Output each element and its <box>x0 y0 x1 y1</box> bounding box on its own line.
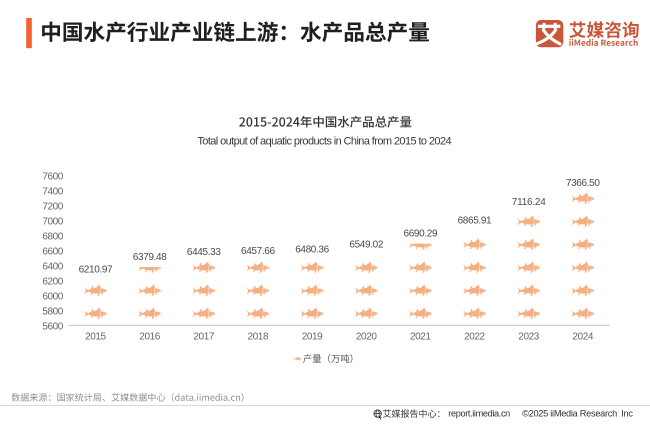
svg-text:6445.33: 6445.33 <box>187 247 221 258</box>
svg-text:2015: 2015 <box>85 332 106 343</box>
svg-text:6480.36: 6480.36 <box>295 245 329 256</box>
svg-text:6800: 6800 <box>42 232 63 243</box>
svg-text:7000: 7000 <box>42 217 63 228</box>
svg-text:2017: 2017 <box>193 332 214 343</box>
svg-text:©2025 iiMedia Research Inc: ©2025 iiMedia Research Inc <box>522 409 633 419</box>
svg-text:5600: 5600 <box>42 322 63 333</box>
svg-text:Total output of aquatic produc: Total output of aquatic products in Chin… <box>197 136 451 148</box>
svg-text:2016: 2016 <box>139 332 160 343</box>
svg-text:6690.29: 6690.29 <box>404 229 438 240</box>
svg-text:6210.97: 6210.97 <box>79 265 113 276</box>
svg-text:2021: 2021 <box>410 332 431 343</box>
svg-text:7600: 7600 <box>42 172 63 183</box>
svg-text:7400: 7400 <box>42 187 63 198</box>
svg-text:2022: 2022 <box>464 332 485 343</box>
svg-text:2024: 2024 <box>572 332 593 343</box>
svg-text:6000: 6000 <box>42 292 63 303</box>
svg-text:7116.24: 7116.24 <box>512 197 546 208</box>
svg-text:report.iimedia.cn: report.iimedia.cn <box>448 409 510 419</box>
svg-text:2019: 2019 <box>302 332 323 343</box>
svg-text:6549.02: 6549.02 <box>349 239 383 250</box>
svg-text:7366.50: 7366.50 <box>566 178 600 189</box>
svg-text:6865.91: 6865.91 <box>458 216 492 227</box>
svg-text:5800: 5800 <box>42 307 63 318</box>
svg-text:2018: 2018 <box>248 332 269 343</box>
svg-text:7200: 7200 <box>42 202 63 213</box>
svg-text:6400: 6400 <box>42 262 63 273</box>
svg-text:2023: 2023 <box>518 332 539 343</box>
svg-text:6600: 6600 <box>42 247 63 258</box>
svg-text:6379.48: 6379.48 <box>133 252 167 263</box>
svg-text:6200: 6200 <box>42 277 63 288</box>
svg-text:6457.66: 6457.66 <box>241 246 275 257</box>
svg-text:2020: 2020 <box>356 332 377 343</box>
